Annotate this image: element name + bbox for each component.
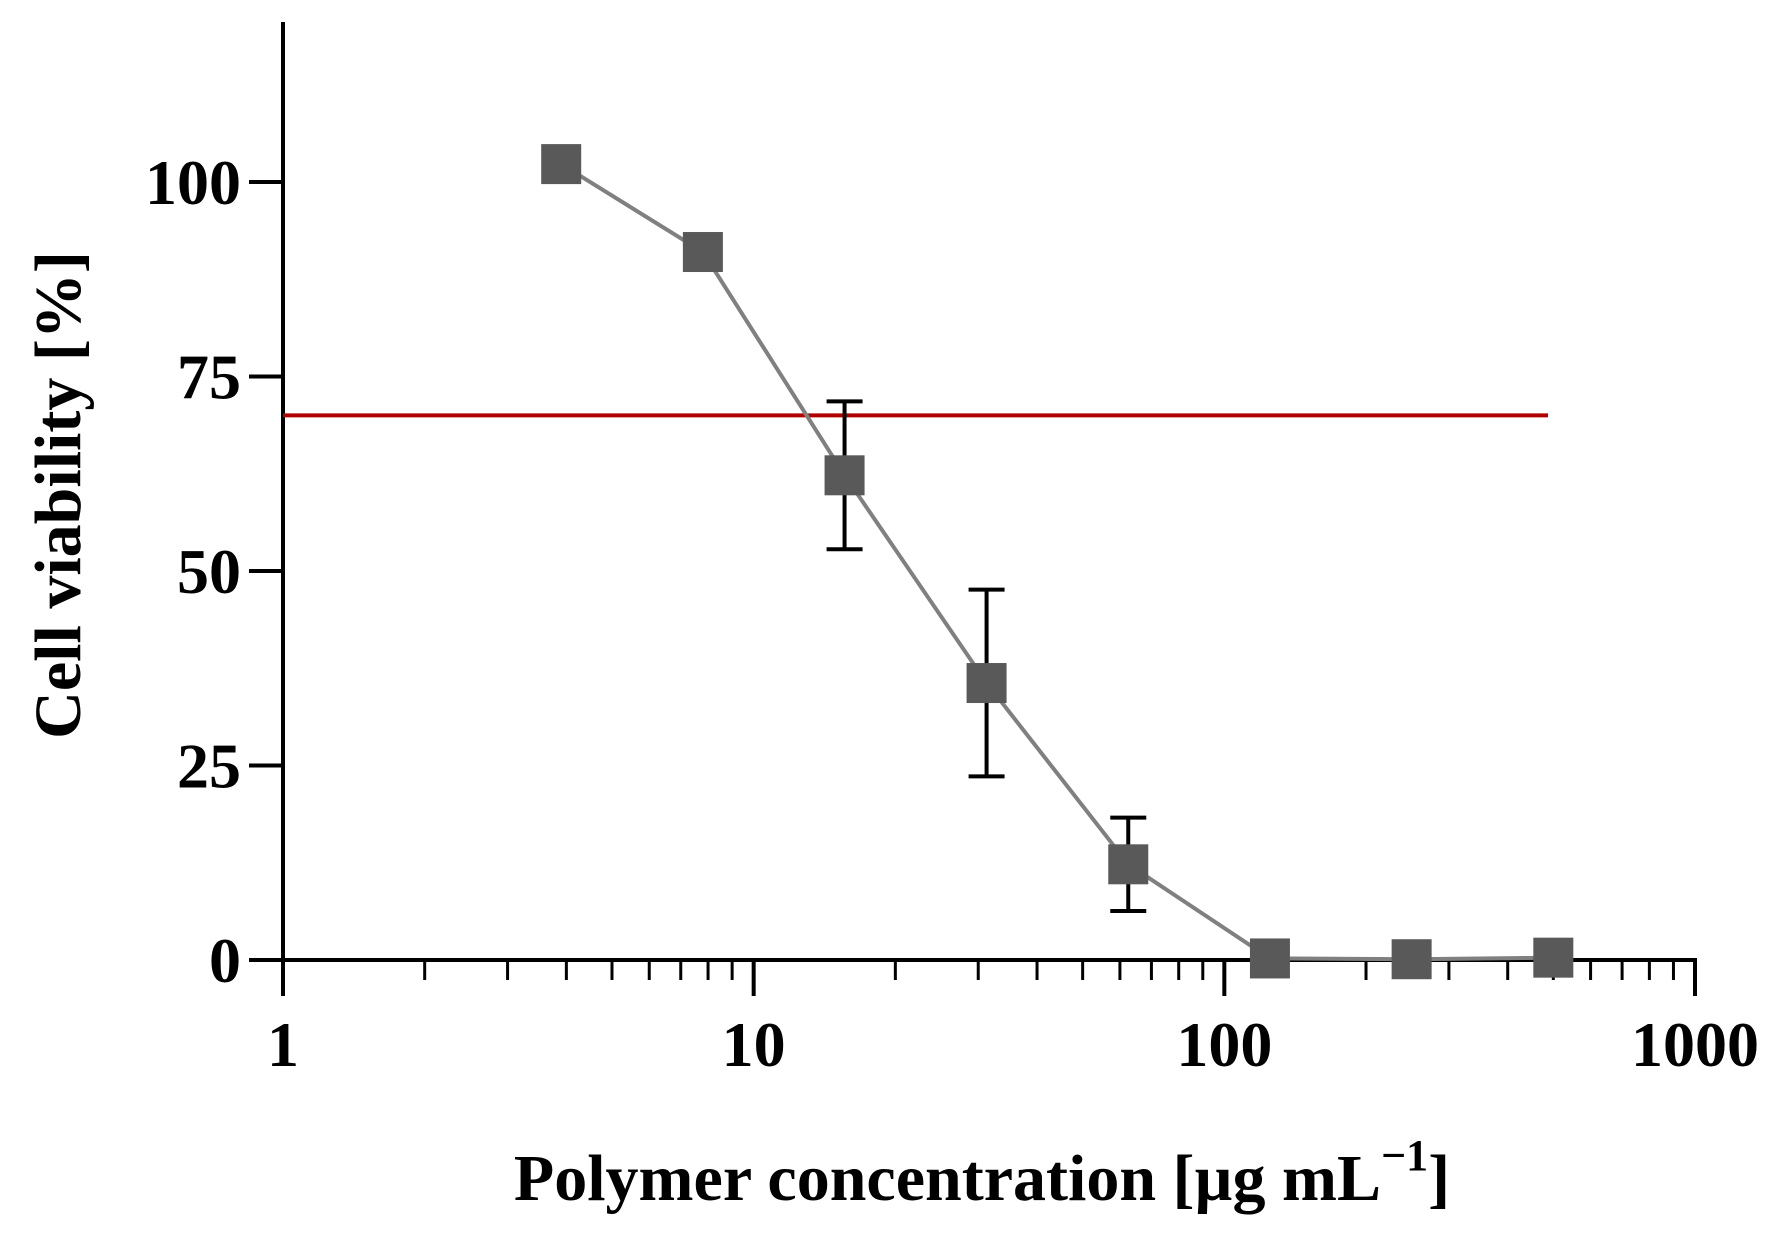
y-tick-label: 100 [145, 147, 241, 218]
x-axis-title-superscript: −1 [1381, 1131, 1428, 1180]
x-axis-title-main: Polymer concentration [µg mL [514, 1142, 1381, 1215]
data-point [1249, 938, 1290, 979]
x-tick-label: 10 [722, 1009, 786, 1080]
data-point [1108, 844, 1149, 885]
y-tick-label: 50 [177, 536, 241, 607]
data-point [541, 144, 582, 185]
series-line [560, 162, 1554, 962]
x-tick-label: 1000 [1631, 1009, 1759, 1080]
x-tick-label: 1 [267, 1009, 299, 1080]
axis-labels: Polymer concentration [µg mL−1] Cell via… [22, 251, 1450, 1215]
plot-area [541, 144, 1574, 980]
axes: 0 25 50 75 100 1 10 100 1000 [145, 22, 1759, 1080]
y-tick-label: 0 [209, 925, 241, 996]
y-axis-title: Cell viability [%] [22, 251, 95, 739]
data-point [824, 455, 865, 496]
y-tick-label: 75 [177, 342, 241, 413]
x-axis-title-suffix: ] [1428, 1142, 1450, 1215]
x-tick-label: 100 [1176, 1009, 1272, 1080]
data-point [966, 663, 1007, 704]
y-tick-label: 25 [177, 731, 241, 802]
data-point [682, 232, 723, 273]
x-axis-title: Polymer concentration [µg mL−1] [514, 1131, 1450, 1215]
data-point [1533, 937, 1574, 978]
data-point [1391, 939, 1432, 980]
